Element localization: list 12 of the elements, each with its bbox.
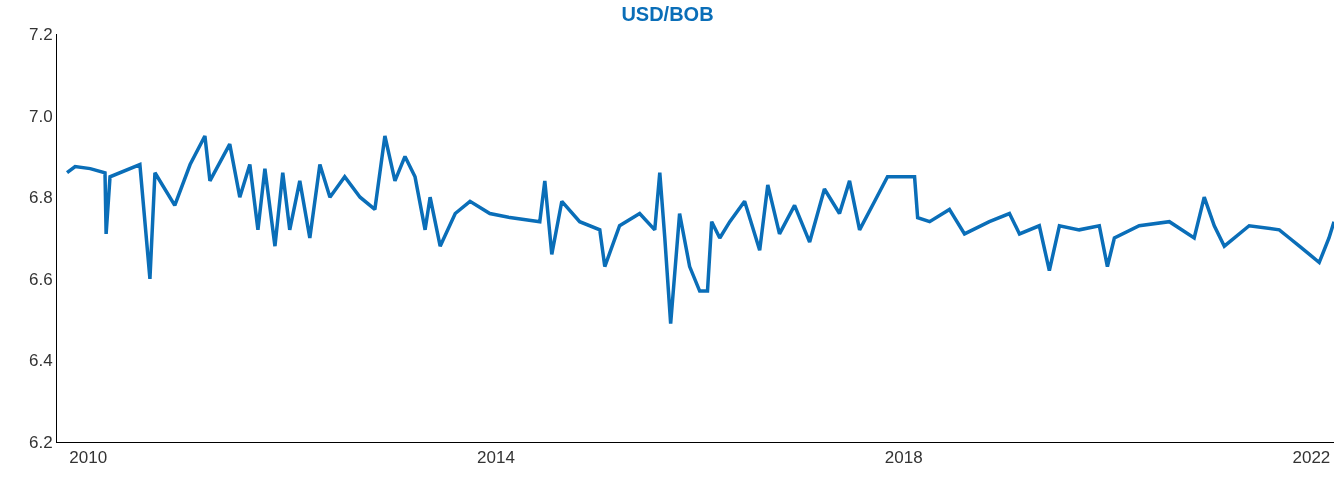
chart-title: USD/BOB xyxy=(621,3,714,26)
y-tick-label: 6.4 xyxy=(28,351,53,371)
x-tick-label: 2014 xyxy=(477,448,515,468)
y-tick-label: 6.2 xyxy=(28,432,53,452)
x-tick-label: 2010 xyxy=(69,448,108,468)
y-tick-label: 7.2 xyxy=(28,24,53,44)
y-tick-label: 6.8 xyxy=(28,188,53,208)
line-series xyxy=(65,134,1334,326)
x-tick-label: 2022 xyxy=(1292,448,1331,468)
x-tick-label: 2018 xyxy=(884,448,923,468)
y-tick-label: 7.0 xyxy=(28,106,53,126)
y-tick-label: 6.6 xyxy=(28,269,53,289)
